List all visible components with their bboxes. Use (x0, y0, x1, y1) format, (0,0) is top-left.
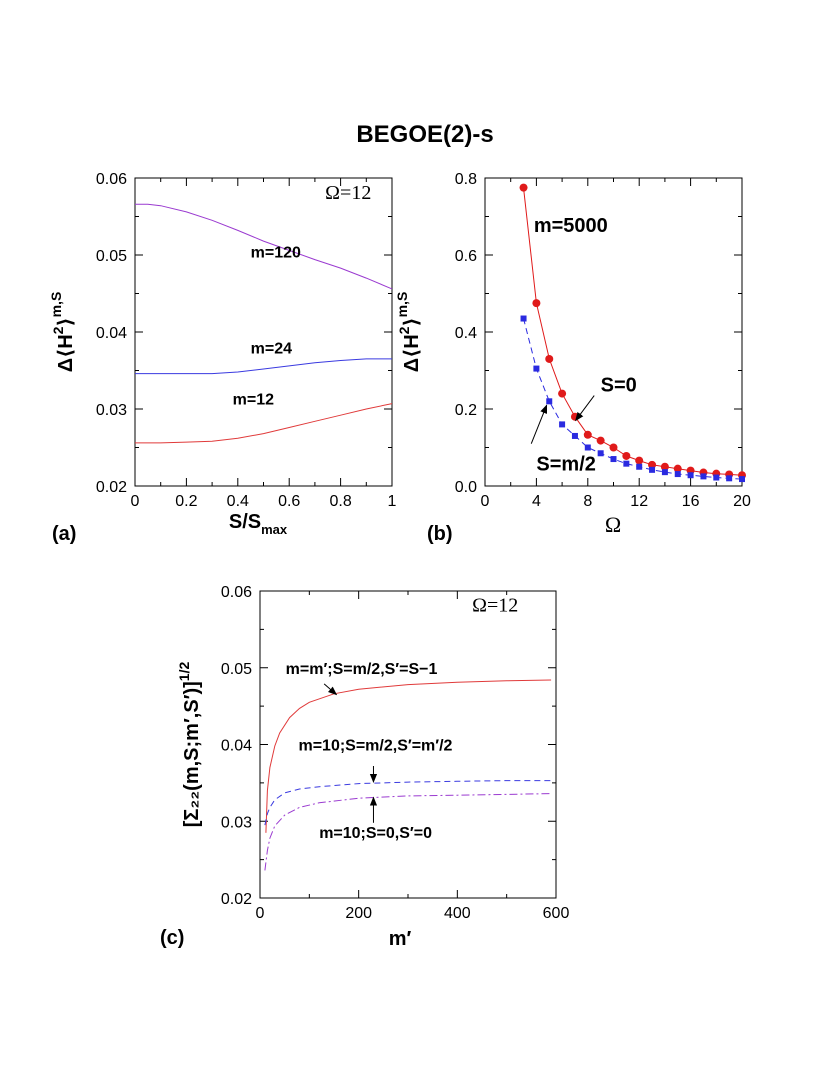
y-tick-label: 0.04 (221, 738, 252, 755)
data-point (571, 432, 578, 439)
series-line (135, 358, 392, 375)
x-tick-label: 8 (583, 493, 592, 510)
x-tick-label: 0 (131, 493, 140, 510)
data-point (661, 469, 668, 476)
data-point (648, 460, 657, 469)
x-tick-label: 20 (733, 493, 751, 510)
curve-label: m=10;S=0,S′=0 (319, 825, 432, 842)
x-tick-label: 0.4 (227, 493, 249, 510)
curve-label: m=m′;S=m/2,S′=S−1 (286, 661, 438, 678)
data-point (609, 443, 618, 452)
y-tick-label: 0.06 (221, 584, 252, 601)
data-point (570, 412, 579, 421)
data-point (596, 436, 605, 445)
y-tick-label: 0.03 (221, 814, 252, 831)
x-tick-label: 200 (345, 905, 372, 922)
plot-frame (134, 177, 393, 487)
data-point (532, 299, 541, 308)
panel-c: 0 200 400 600 0.02 0.03 0.04 0.05 0.06 m=m′;S=m/2… (160, 584, 569, 950)
data-point (635, 456, 644, 465)
data-point (636, 463, 643, 470)
y-axis-label: [Σ₂₂(m,S;m′,S′)]1/2 (176, 662, 203, 828)
x-tick-label: 0 (256, 905, 265, 922)
panel-a: 0 0.2 0.4 0.6 0.8 1 0.02 0.03 0.04 0.05 0.06 m=120 m… (48, 171, 397, 545)
x-tick-label: 0 (481, 493, 490, 510)
figure-title: BEGOE(2)-s (356, 121, 493, 148)
data-point (726, 475, 733, 482)
y-tick-label: 0.02 (96, 479, 127, 496)
x-tick-label: 4 (532, 493, 541, 510)
y-axis-label: Δ⟨H2⟩m,S (394, 292, 423, 373)
y-tick-label: 0.2 (455, 402, 477, 419)
panel-label: (b) (427, 523, 453, 545)
series-line (264, 793, 552, 871)
y-tick-label: 0.0 (455, 479, 477, 496)
series-line (135, 403, 393, 444)
panel-label: (c) (160, 927, 184, 949)
data-point (622, 451, 631, 460)
data-point (597, 450, 604, 457)
x-tick-label: 1 (388, 493, 397, 510)
y-tick-label: 0.4 (455, 325, 477, 342)
x-axis-label: S/Smax (229, 511, 288, 537)
data-point (623, 460, 630, 467)
data-point (713, 474, 720, 481)
arrow (530, 404, 548, 444)
y-tick-label: 0.6 (455, 248, 477, 265)
curve-label: S=m/2 (536, 454, 595, 476)
series-line (264, 780, 552, 826)
panel-annotation: Ω=12 (325, 182, 371, 204)
curve-label: m=120 (251, 244, 301, 261)
data-point (533, 365, 540, 372)
curve-label: m=12 (233, 391, 274, 408)
y-tick-label: 0.05 (221, 661, 252, 678)
data-point (546, 398, 553, 405)
data-point (558, 389, 567, 398)
x-tick-label: 12 (630, 493, 648, 510)
curve-label: m=24 (251, 341, 292, 358)
data-point (649, 466, 656, 473)
data-point (519, 183, 528, 192)
panel-annotation: Ω=12 (472, 595, 518, 617)
data-point (687, 472, 694, 479)
data-point (520, 315, 527, 322)
data-point (584, 444, 591, 451)
data-point (583, 430, 592, 439)
y-tick-label: 0.02 (221, 891, 252, 908)
x-axis-label: Ω (605, 512, 621, 537)
arrow (575, 395, 595, 422)
data-point (739, 476, 745, 483)
series-line (265, 679, 552, 833)
x-tick-label: 400 (444, 905, 471, 922)
x-tick-label: 0.8 (329, 493, 351, 510)
x-tick-label: 0.6 (278, 493, 300, 510)
x-tick-label: 0.2 (175, 493, 197, 510)
curve-label: m=10;S=m/2,S′=m′/2 (298, 738, 452, 755)
curve-label: S=0 (601, 375, 637, 397)
x-axis-label: m′ (389, 928, 412, 950)
panel-b: 0 4 8 12 16 20 0.0 0.2 0.4 0.6 0.8 S=0 S=m/2 m=5000 (b… (394, 171, 751, 545)
y-axis-label: Δ⟨H2⟩m,S (48, 292, 77, 373)
panel-annotation: m=5000 (534, 215, 608, 237)
data-point (559, 421, 566, 428)
x-tick-label: 600 (543, 905, 570, 922)
y-tick-label: 0.8 (455, 171, 477, 188)
panel-label: (a) (52, 523, 76, 545)
y-tick-label: 0.04 (96, 325, 127, 342)
arrow (323, 683, 338, 696)
data-point (545, 354, 554, 363)
y-tick-label: 0.06 (96, 171, 127, 188)
x-tick-label: 16 (682, 493, 700, 510)
plot-frame (484, 177, 743, 487)
y-tick-label: 0.03 (96, 402, 127, 419)
data-point (673, 464, 682, 473)
data-point (700, 473, 707, 480)
data-point (610, 456, 617, 463)
y-tick-label: 0.05 (96, 248, 127, 265)
data-point (660, 462, 669, 471)
series-line (135, 203, 393, 290)
data-point (674, 471, 681, 478)
